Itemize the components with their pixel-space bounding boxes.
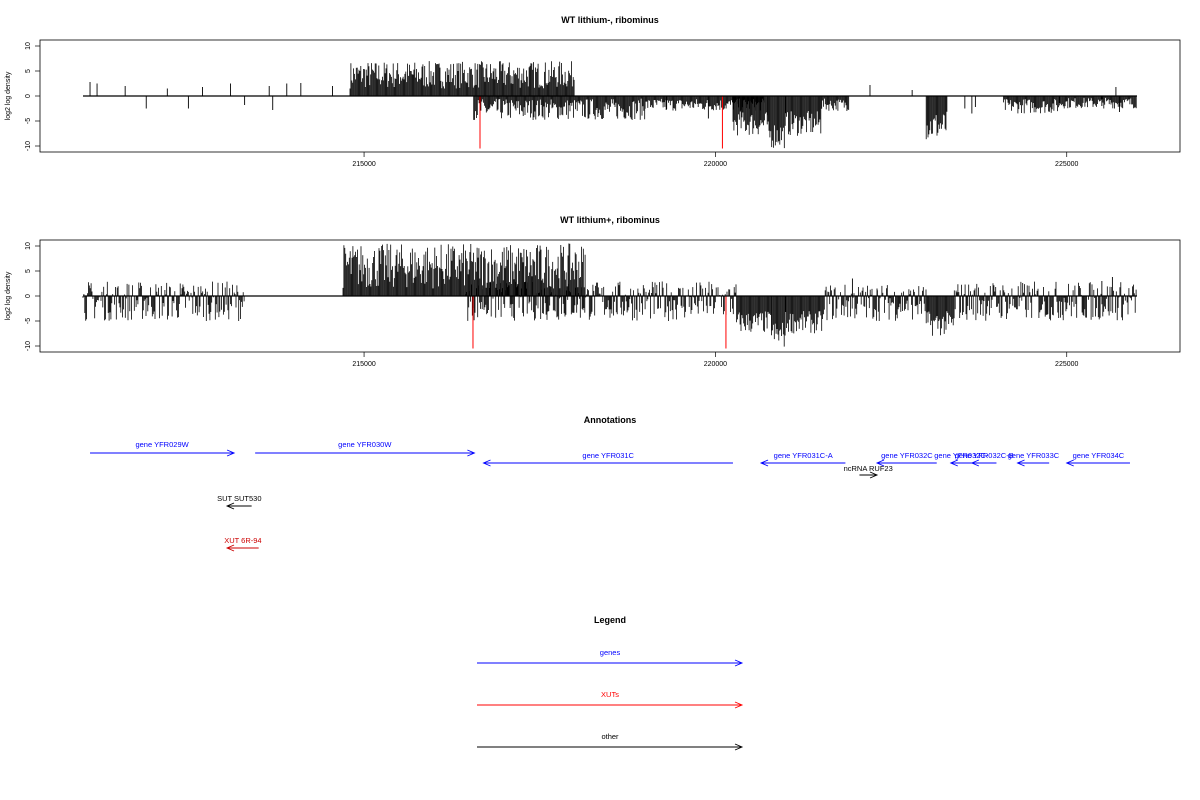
arrow-head (734, 701, 744, 709)
y-tick-label: -10 (25, 141, 32, 151)
y-axis-label: log2 log density (5, 271, 12, 320)
y-tick-label: 10 (25, 42, 32, 50)
arrow-head (226, 449, 236, 457)
signal-region (644, 96, 765, 111)
legend-label: XUTs (601, 690, 619, 699)
legend-entry: XUTs (477, 690, 744, 709)
annotation-feature: gene YFR029W (90, 440, 236, 457)
annotation-feature: gene YFR031C-A (759, 451, 846, 467)
legend-label: genes (600, 648, 621, 657)
annotation-feature: SUT SUT530 (217, 494, 262, 510)
signal-region (1003, 96, 1060, 114)
legend-items: genes XUTs other (477, 648, 744, 751)
signal-region (820, 96, 850, 111)
legend-title: Legend (594, 615, 626, 625)
legend: Legend genes XUTs other (477, 615, 744, 751)
bars-layer (89, 61, 1137, 149)
y-axis-label: log2 log density (5, 71, 12, 120)
annotation-items: gene YFR029W gene YFR030W gene YFR031C gene… (90, 440, 1130, 552)
axes-layer: 10 5 0 -5 -10 215000 220000 225000 (25, 42, 1137, 168)
signal-region (823, 284, 927, 321)
signal-region (82, 281, 245, 321)
axes-layer: 10 5 0 -5 -10 215000 220000 225000 (25, 242, 1137, 368)
annotation-feature: gene YFR032C- (934, 451, 989, 467)
arrow-head (225, 502, 235, 510)
signal-region (767, 96, 786, 149)
density-plot-lithium-minus: WT lithium-, ribominus log2 log density … (5, 15, 1181, 168)
annotation-feature: gene YFR030W (255, 440, 476, 457)
y-tick-label: 0 (25, 294, 32, 298)
signal-region (465, 281, 737, 321)
feature-label: gene YFR031C-A (774, 451, 833, 460)
x-tick-label: 215000 (352, 361, 375, 368)
feature-label: gene YFR034C (1073, 451, 1125, 460)
arrow-head (875, 459, 885, 467)
signal-region (736, 296, 772, 332)
x-tick-label: 220000 (704, 161, 727, 168)
arrow-head (1065, 459, 1074, 467)
legend-entry: genes (477, 648, 744, 667)
signal-region (349, 61, 575, 96)
signal-region (953, 281, 1137, 321)
signal-region (785, 296, 824, 334)
x-tick-label: 220000 (704, 361, 727, 368)
annotation-feature: gene YFR031C (482, 451, 733, 467)
feature-label: gene YFR032C-B (955, 451, 1014, 460)
arrow-head (734, 743, 744, 751)
y-tick-label: 5 (25, 69, 32, 73)
x-tick-label: 225000 (1055, 361, 1078, 368)
feature-label: XUT 6R-94 (224, 536, 261, 545)
arrow-head (225, 544, 235, 552)
feature-label: gene YFR033C (1008, 451, 1060, 460)
signal-region (925, 296, 955, 336)
arrow-head (467, 449, 476, 457)
feature-label: gene YFR032C- (934, 451, 989, 460)
feature-label: SUT SUT530 (217, 494, 261, 503)
feature-label: gene YFR030W (338, 440, 392, 449)
feature-label: ncRNA RUF23 (844, 464, 893, 473)
x-tick-label: 225000 (1055, 161, 1078, 168)
annotation-feature: gene YFR032C-B (955, 451, 1014, 467)
signal-region (771, 296, 786, 347)
arrow-head (734, 659, 744, 667)
annotation-feature: gene YFR034C (1065, 451, 1130, 467)
bars-layer (82, 243, 1137, 349)
annotation-track: Annotations gene YFR029W gene YFR030Wgene… (90, 415, 1130, 552)
arrow-head (970, 459, 980, 467)
annotation-feature: gene YFR033C (1008, 451, 1060, 467)
y-tick-label: -5 (25, 118, 32, 124)
annotation-feature: XUT 6R-94 (224, 536, 262, 552)
plot-title: WT lithium+, ribominus (560, 215, 660, 225)
feature-label: gene YFR032C (881, 451, 933, 460)
annotation-feature: gene YFR032C (875, 451, 937, 467)
annotations-title: Annotations (584, 415, 637, 425)
density-plot-lithium-plus: WT lithium+, ribominus log2 log density … (5, 215, 1181, 368)
signal-region (473, 96, 646, 120)
y-tick-label: -5 (25, 318, 32, 324)
arrow-head (949, 459, 958, 467)
legend-entry: other (477, 732, 744, 751)
plot-title: WT lithium-, ribominus (561, 15, 659, 25)
annotation-feature: ncRNA RUF23 (844, 464, 893, 479)
x-tick-label: 215000 (352, 161, 375, 168)
arrow-head (759, 459, 769, 467)
feature-label: gene YFR029W (135, 440, 189, 449)
arrow-head (482, 459, 491, 467)
y-tick-label: -10 (25, 341, 32, 351)
signal-region (1059, 96, 1137, 109)
y-tick-label: 10 (25, 242, 32, 250)
y-tick-label: 0 (25, 94, 32, 98)
signal-region (342, 243, 586, 296)
arrow-head (1016, 459, 1025, 467)
arrow-head (869, 471, 879, 479)
legend-label: other (601, 732, 619, 741)
signal-region (785, 96, 822, 136)
y-tick-label: 5 (25, 269, 32, 273)
signal-region (732, 96, 769, 136)
signal-region (925, 96, 948, 140)
feature-label: gene YFR031C (582, 451, 634, 460)
